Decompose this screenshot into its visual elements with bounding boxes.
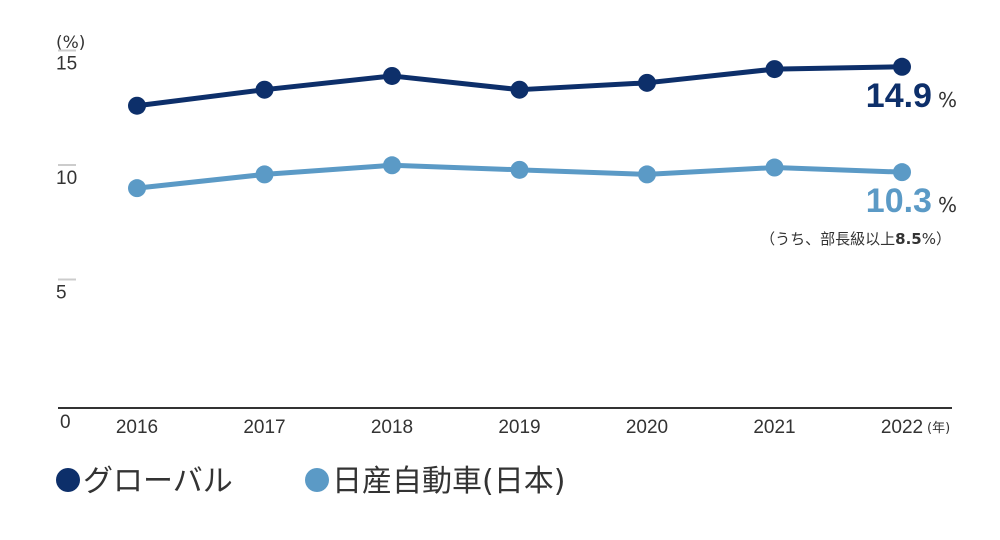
- x-axis: 2016 2017 2018 2019 2020 2021 2022: [116, 417, 923, 438]
- annotation-prefix: （うち、部長級以上: [760, 230, 895, 248]
- end-value-unit: %: [938, 193, 957, 217]
- legend-label: 日産自動車(日本): [332, 464, 565, 499]
- data-point: [383, 66, 401, 85]
- legend: グローバル 日産自動車(日本): [56, 464, 565, 499]
- data-point: [638, 73, 656, 92]
- x-tick-label: 2016: [116, 417, 158, 438]
- annotation-value: 8.5: [895, 230, 922, 248]
- annotation-note: （うち、部長級以上8.5%）: [760, 230, 951, 248]
- annotation-suffix: %）: [922, 230, 951, 248]
- end-value: 10.3: [866, 182, 932, 220]
- legend-marker: [56, 468, 80, 492]
- y-tick-label: 15: [56, 54, 77, 75]
- data-point: [765, 158, 784, 177]
- data-point: [383, 156, 401, 175]
- y-axis: 0 5 10 15: [56, 49, 77, 433]
- x-tick-label: 2017: [243, 417, 285, 438]
- end-value-label: 14.9%: [866, 77, 957, 115]
- data-point: [128, 179, 146, 198]
- x-tick-label: 2022: [881, 417, 923, 438]
- end-value: 14.9: [866, 77, 932, 115]
- y-tick-label: 10: [56, 168, 77, 189]
- data-point: [510, 160, 529, 179]
- x-axis-unit: (年): [927, 421, 950, 436]
- data-point: [638, 165, 656, 184]
- legend-marker: [305, 468, 329, 492]
- data-point: [510, 80, 529, 99]
- x-tick-label: 2018: [371, 417, 413, 438]
- data-point: [893, 57, 911, 76]
- data-point: [128, 96, 146, 115]
- end-value-label: 10.3%: [866, 182, 957, 220]
- data-point: [893, 163, 911, 182]
- data-point: [765, 60, 784, 79]
- y-tick-label: 5: [56, 283, 67, 304]
- data-point: [255, 165, 274, 184]
- end-labels: 14.9 %10.3%: [866, 77, 957, 220]
- end-value-unit: %: [938, 88, 957, 112]
- x-tick-label: 2021: [753, 417, 795, 438]
- series-layer: [128, 57, 911, 198]
- legend-label: グローバル: [83, 464, 233, 499]
- y-axis-unit: (%): [56, 33, 85, 53]
- x-tick-label: 2019: [498, 417, 540, 438]
- data-point: [255, 80, 274, 99]
- y-tick-label: 0: [60, 412, 71, 433]
- x-tick-label: 2020: [626, 417, 668, 438]
